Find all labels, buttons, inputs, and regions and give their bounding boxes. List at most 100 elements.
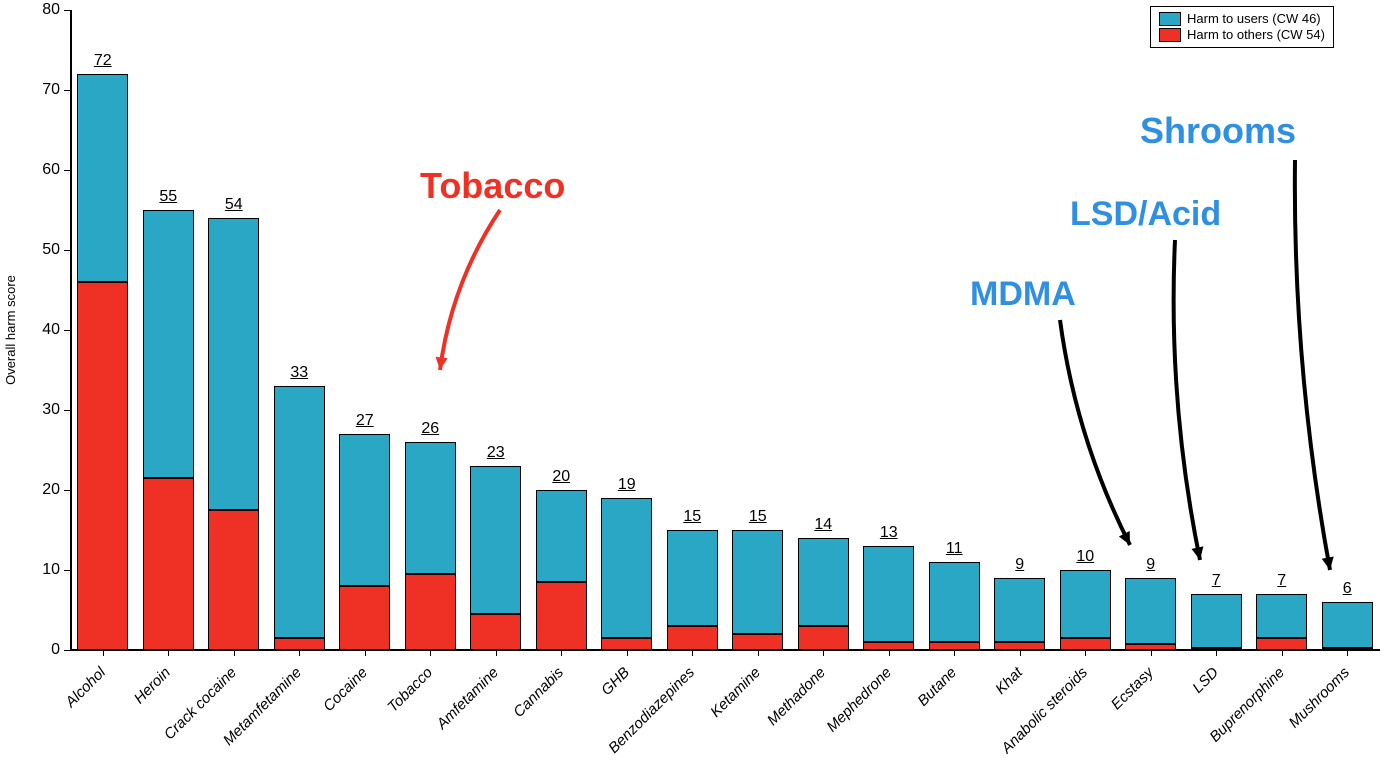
bar-seg-harm_to_users (1322, 602, 1373, 648)
bar-heroin: 55 (143, 10, 194, 650)
xtick-mark (561, 650, 562, 656)
bar-seg-harm_to_others (1256, 638, 1307, 650)
category-label: Ketamine (707, 664, 764, 721)
ytick-mark (64, 90, 70, 91)
bar-seg-harm_to_others (732, 634, 783, 650)
xtick-mark (889, 650, 890, 656)
bar-seg-harm_to_others (143, 478, 194, 650)
bar-ghb: 19 (601, 10, 652, 650)
bar-buprenorphine: 7 (1256, 10, 1307, 650)
legend: Harm to users (CW 46)Harm to others (CW … (1150, 6, 1334, 48)
bar-total-label: 54 (225, 196, 243, 214)
bar-total-label: 6 (1343, 580, 1352, 598)
bar-seg-harm_to_users (863, 546, 914, 642)
ytick-mark (64, 10, 70, 11)
bar-total-label: 23 (487, 444, 505, 462)
bar-seg-harm_to_others (667, 626, 718, 650)
xtick-mark (365, 650, 366, 656)
xtick-mark (496, 650, 497, 656)
bar-total-label: 7 (1277, 572, 1286, 590)
ytick-label: 50 (20, 241, 60, 259)
bar-total-label: 15 (749, 508, 767, 526)
bar-seg-harm_to_others (339, 586, 390, 650)
bar-seg-harm_to_others (208, 510, 259, 650)
ytick-label: 30 (20, 401, 60, 419)
bar-seg-harm_to_users (1191, 594, 1242, 648)
ytick-label: 40 (20, 321, 60, 339)
xtick-mark (299, 650, 300, 656)
ytick-mark (64, 490, 70, 491)
xtick-mark (1085, 650, 1086, 656)
bar-benzodiazepines: 15 (667, 10, 718, 650)
ytick-label: 60 (20, 161, 60, 179)
bar-total-label: 20 (552, 468, 570, 486)
bar-seg-harm_to_users (667, 530, 718, 626)
category-label: Cannabis (510, 664, 567, 721)
bar-seg-harm_to_others (798, 626, 849, 650)
x-axis (70, 649, 1380, 651)
bar-seg-harm_to_others (470, 614, 521, 650)
bar-seg-harm_to_others (274, 638, 325, 650)
category-label: Methadone (764, 664, 829, 729)
bar-seg-harm_to_users (732, 530, 783, 634)
ytick-label: 80 (20, 1, 60, 19)
xtick-mark (627, 650, 628, 656)
xtick-mark (1347, 650, 1348, 656)
annotation-shrooms: Shrooms (1140, 110, 1296, 152)
bar-cocaine: 27 (339, 10, 390, 650)
bar-total-label: 33 (290, 364, 308, 382)
bar-total-label: 27 (356, 412, 374, 430)
legend-label: Harm to users (CW 46) (1187, 11, 1321, 27)
bar-anabolic-steroids: 10 (1060, 10, 1111, 650)
xtick-mark (1151, 650, 1152, 656)
bar-seg-harm_to_others (994, 642, 1045, 650)
bar-seg-harm_to_others (601, 638, 652, 650)
bar-alcohol: 72 (77, 10, 128, 650)
bar-seg-harm_to_users (1060, 570, 1111, 638)
bar-seg-harm_to_users (208, 218, 259, 510)
ytick-mark (64, 570, 70, 571)
y-axis (70, 10, 72, 650)
bar-seg-harm_to_others (77, 282, 128, 650)
xtick-mark (234, 650, 235, 656)
category-label: Heroin (131, 664, 174, 707)
bar-seg-harm_to_users (405, 442, 456, 574)
legend-item-harm_to_others: Harm to others (CW 54) (1159, 27, 1325, 43)
category-label: LSD (1190, 664, 1223, 697)
bar-ecstasy: 9 (1125, 10, 1176, 650)
ytick-mark (64, 650, 70, 651)
bar-total-label: 11 (946, 540, 963, 558)
bar-seg-harm_to_users (274, 386, 325, 638)
bar-total-label: 10 (1076, 548, 1094, 566)
bar-seg-harm_to_others (536, 582, 587, 650)
ytick-label: 70 (20, 81, 60, 99)
bar-mephedrone: 13 (863, 10, 914, 650)
bar-total-label: 19 (618, 476, 636, 494)
bar-seg-harm_to_users (470, 466, 521, 614)
xtick-mark (168, 650, 169, 656)
bar-total-label: 72 (94, 52, 112, 70)
bar-khat: 9 (994, 10, 1045, 650)
category-label: Alcohol (62, 664, 109, 711)
bar-total-label: 26 (421, 420, 439, 438)
ytick-label: 20 (20, 481, 60, 499)
annotation-mdma: MDMA (970, 275, 1076, 314)
plot-area: 0102030405060708072Alcohol55Heroin54Crac… (70, 10, 1380, 650)
bar-seg-harm_to_users (536, 490, 587, 582)
bar-seg-harm_to_others (1060, 638, 1111, 650)
bar-tobacco: 26 (405, 10, 456, 650)
category-label: Khat (992, 664, 1026, 698)
xtick-mark (1216, 650, 1217, 656)
bar-total-label: 7 (1212, 572, 1221, 590)
xtick-mark (823, 650, 824, 656)
category-label: Butane (915, 664, 961, 710)
category-label: Cocaine (320, 664, 371, 715)
xtick-mark (758, 650, 759, 656)
ytick-mark (64, 330, 70, 331)
ytick-label: 10 (20, 561, 60, 579)
category-label: Amfetamine (433, 664, 502, 733)
ytick-label: 0 (20, 641, 60, 659)
bar-metamfetamine: 33 (274, 10, 325, 650)
bar-mushrooms: 6 (1322, 10, 1373, 650)
bar-total-label: 13 (880, 524, 898, 542)
